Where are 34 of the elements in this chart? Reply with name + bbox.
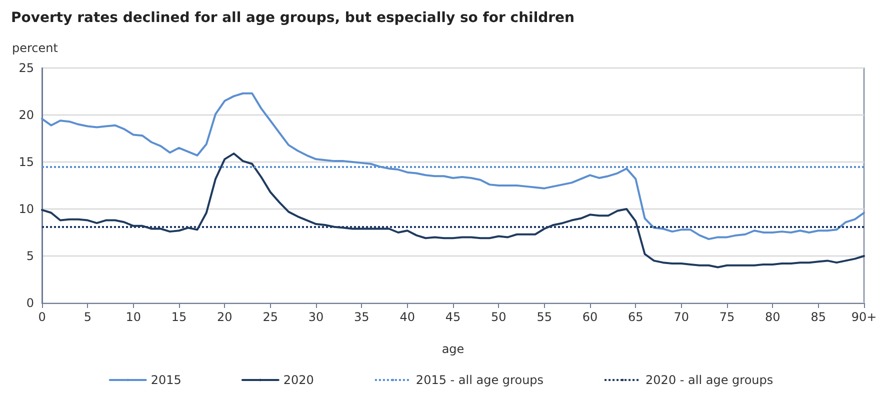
x-tick-label: 55 [536,310,552,324]
x-tick-label: 60 [582,310,598,324]
x-tick-label: 80 [765,310,780,324]
x-tick-label: 35 [354,310,370,324]
x-tick-label: 75 [719,310,735,324]
y-tick-label: 5 [26,249,34,263]
x-tick-label: 65 [628,310,644,324]
x-tick-label: 30 [308,310,324,324]
chart-title: Poverty rates declined for all age groups, but especially so for children [11,10,575,26]
x-axis-title: age [442,342,464,356]
x-tick-label: 50 [491,310,506,324]
legend-label: 2015 [150,373,182,387]
legend-label: 2020 [283,373,314,387]
y-tick-label: 20 [18,108,34,122]
x-tick-label: 90+ [851,310,877,324]
x-tick-label: 10 [126,310,141,324]
x-tick-label: 20 [217,310,232,324]
y-tick-label: 0 [26,296,34,310]
x-tick-label: 45 [445,310,461,324]
x-tick-label: 0 [38,310,46,324]
legend-label: 2015 - all age groups [416,373,544,387]
y-tick-label: 10 [18,202,34,216]
x-tick-label: 25 [262,310,278,324]
x-tick-label: 15 [171,310,187,324]
y-axis-title: percent [12,41,58,55]
line-series [41,152,865,268]
x-tick-label: 40 [400,310,415,324]
y-tick-label: 15 [18,155,34,169]
x-tick-label: 70 [674,310,689,324]
line-series [41,92,865,240]
legend-label: 2020 - all age groups [646,373,774,387]
y-tick-label: 25 [18,61,34,75]
x-tick-label: 5 [84,310,92,324]
x-tick-label: 85 [810,310,826,324]
